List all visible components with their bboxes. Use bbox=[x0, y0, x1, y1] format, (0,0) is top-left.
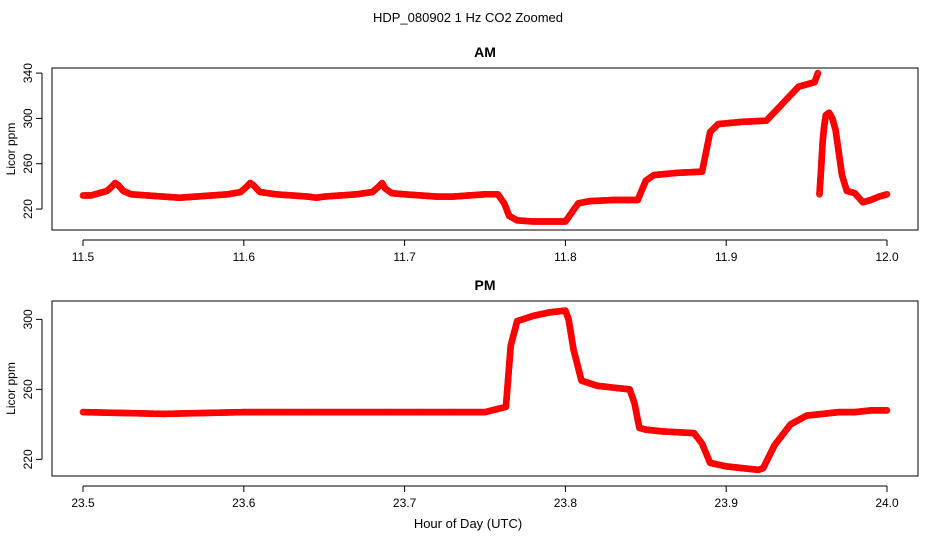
x-axis-label: Hour of Day (UTC) bbox=[414, 516, 522, 531]
y-tick-label: 300 bbox=[21, 108, 35, 128]
x-tick-label: 12.0 bbox=[875, 250, 899, 264]
series-points bbox=[79, 307, 891, 474]
panel-title: AM bbox=[474, 44, 496, 60]
x-tick-label: 24.0 bbox=[875, 496, 899, 510]
am-panel: AM Licor ppm 11.5 11.6 11.7 11.8 11.9 12.0 220 26… bbox=[4, 44, 919, 264]
x-tick-label: 11.7 bbox=[393, 250, 416, 264]
y-axis-label: Licor ppm bbox=[4, 123, 18, 176]
x-tick-label: 11.6 bbox=[233, 250, 256, 264]
data-point bbox=[883, 190, 891, 198]
y-tick-label: 340 bbox=[21, 63, 35, 83]
figure-title: HDP_080902 1 Hz CO2 Zoomed bbox=[373, 10, 563, 25]
pm-panel: PM Licor ppm 23.5 23.6 23.7 23.8 23.9 24.0 220 26… bbox=[4, 277, 919, 510]
x-tick-label: 23.9 bbox=[715, 496, 739, 510]
x-tick-label: 23.7 bbox=[393, 496, 417, 510]
plot-frame bbox=[51, 67, 919, 231]
x-tick-label: 23.6 bbox=[232, 496, 256, 510]
x-tick-label: 11.8 bbox=[554, 250, 577, 264]
x-tick-label: 23.8 bbox=[554, 496, 578, 510]
plot-frame bbox=[51, 300, 919, 477]
x-tick-label: 23.5 bbox=[71, 496, 95, 510]
data-point bbox=[883, 407, 891, 414]
y-tick-label: 220 bbox=[21, 199, 35, 219]
data-point bbox=[814, 69, 822, 77]
x-tick-label: 11.9 bbox=[715, 250, 738, 264]
y-tick-label: 300 bbox=[21, 309, 35, 329]
y-tick-label: 260 bbox=[21, 379, 35, 399]
series-points bbox=[79, 69, 891, 225]
y-tick-label: 220 bbox=[21, 449, 35, 469]
y-tick-label: 260 bbox=[21, 153, 35, 173]
y-axis-label: Licor ppm bbox=[4, 362, 18, 415]
x-tick-label: 11.5 bbox=[72, 250, 95, 264]
panel-title: PM bbox=[475, 277, 496, 293]
